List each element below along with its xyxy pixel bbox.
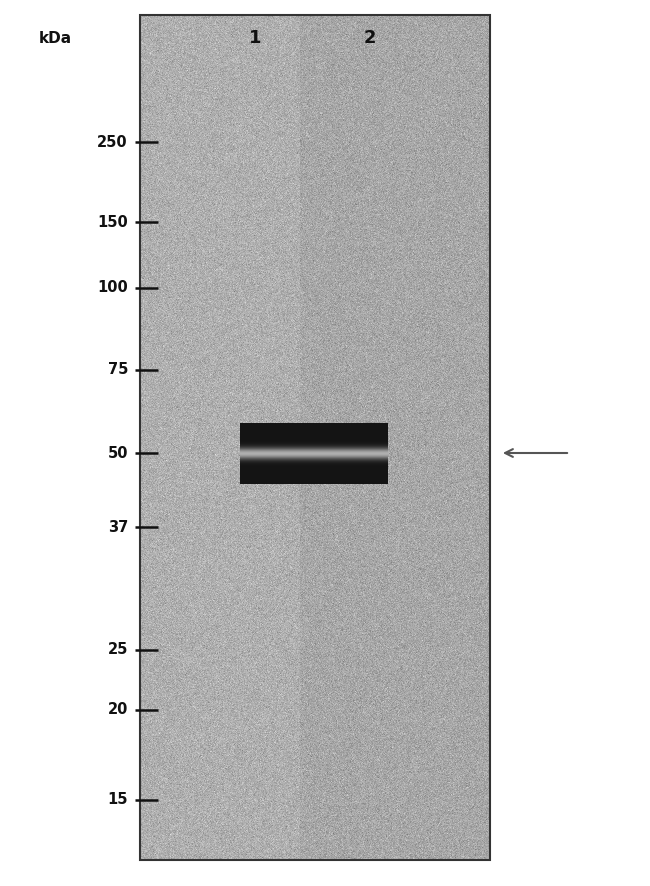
Bar xyxy=(140,15,490,860)
Text: 20: 20 xyxy=(108,703,128,718)
Text: 150: 150 xyxy=(98,214,128,229)
Text: 50: 50 xyxy=(107,446,128,461)
Text: 1: 1 xyxy=(249,29,261,47)
Text: 25: 25 xyxy=(108,642,128,657)
Text: 100: 100 xyxy=(98,281,128,296)
Text: 75: 75 xyxy=(108,362,128,377)
Text: 15: 15 xyxy=(107,792,128,807)
Text: 2: 2 xyxy=(364,29,376,47)
Text: 37: 37 xyxy=(108,519,128,534)
Text: kDa: kDa xyxy=(38,30,72,45)
Text: 250: 250 xyxy=(98,135,128,150)
